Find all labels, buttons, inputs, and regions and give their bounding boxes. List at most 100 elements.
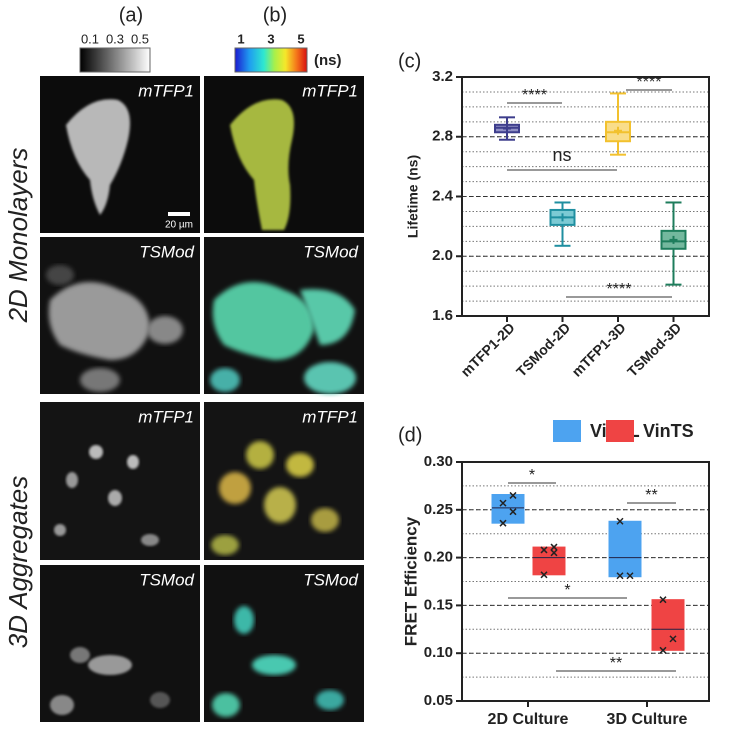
x-tick-label: mTFP1-3D [568,319,628,379]
range-box [608,520,642,578]
y-tick-label: 0.25 [424,501,453,518]
cell [234,606,254,634]
x-tick-label: 2D Culture [488,711,569,728]
cell [147,316,183,344]
data-point [550,543,558,551]
colorbar-tick-label: 0.3 [106,31,124,46]
significance-label: **** [607,281,632,298]
cell [286,453,314,477]
colorbar-tick-label: 5 [297,31,304,46]
image-label: mTFP1 [302,81,358,100]
row-label: 2D Monolayers [3,148,33,324]
x-tick-label: TSMod-2D [513,319,573,379]
image-label: mTFP1 [138,81,194,100]
y-tick-label: 3.2 [432,68,453,85]
cell [212,693,240,717]
range-box [651,599,685,651]
y-tick-label: 2.8 [432,128,453,145]
x-tick-label: mTFP1-2D [457,319,517,379]
cell [311,508,339,532]
colorbar-tick-label: 1 [237,31,244,46]
significance-label: ns [552,145,571,165]
data-point [616,517,624,525]
cell [46,265,74,285]
cell [316,690,344,710]
cell [252,655,296,675]
panel-label: (c) [398,50,421,72]
data-point [499,519,507,527]
range-box [532,546,566,576]
cell [108,490,122,506]
mean-marker [558,213,567,222]
cell [66,472,78,488]
data-point [509,491,517,499]
cell [48,282,150,360]
significance-label: **** [522,87,547,104]
colorbar-tick-label: 3 [267,31,274,46]
y-tick-label: 0.30 [424,453,453,470]
scale-bar [168,212,190,216]
cell [141,534,159,546]
mean-marker [503,124,511,133]
cell [211,535,239,555]
cell [304,362,356,394]
y-tick-label: 0.05 [424,692,453,709]
data-point [659,646,667,654]
cell [80,368,120,392]
legend-swatch [553,420,581,442]
colorbar-unit: (ns) [314,52,342,69]
significance-label: ** [610,655,622,672]
x-tick-label: TSMod-3D [624,319,684,379]
cell [88,655,132,675]
significance-label: ** [645,487,657,504]
legend-label: VinTS [643,421,694,441]
data-point [626,572,634,580]
mean-marker [614,126,622,135]
cell [300,289,355,345]
y-axis-label: Lifetime (ns) [405,155,421,238]
legend-swatch [606,420,634,442]
data-point [669,635,677,643]
y-tick-label: 0.20 [424,549,453,566]
cell [246,441,274,469]
image-label: TSMod [139,242,194,261]
cell [150,692,170,708]
data-point [540,571,548,579]
cell [264,487,296,523]
data-point [509,508,517,516]
significance-label: * [529,467,535,484]
image-label: TSMod [139,570,194,589]
y-tick-label: 1.6 [432,307,453,324]
scale-bar-label: 20 µm [165,220,193,231]
data-point [540,546,548,554]
colorbar-tick-label: 0.5 [131,31,149,46]
mean-marker [669,235,678,244]
cell [66,99,131,215]
cell [70,647,90,663]
image-label: mTFP1 [302,407,358,426]
colorbar-gray [79,47,151,73]
data-point [616,572,624,580]
data-point [550,549,558,557]
x-tick-label: 3D Culture [607,711,688,728]
colorbar-lifetime [234,47,308,73]
cell [50,695,74,715]
y-axis-label: FRET Efficiency [401,516,420,646]
cell [89,445,103,459]
data-point [659,596,667,604]
plot-frame [461,461,710,702]
significance-label: **** [637,74,662,91]
micrographs [40,76,364,722]
cell [210,368,240,392]
cell [212,282,314,360]
plot-frame [461,76,710,317]
row-label: 3D Aggregates [3,476,33,648]
cell [54,524,66,536]
image-label: TSMod [303,570,358,589]
y-tick-label: 0.15 [424,596,453,613]
cell [230,99,295,231]
panel-label: (a) [119,4,143,26]
